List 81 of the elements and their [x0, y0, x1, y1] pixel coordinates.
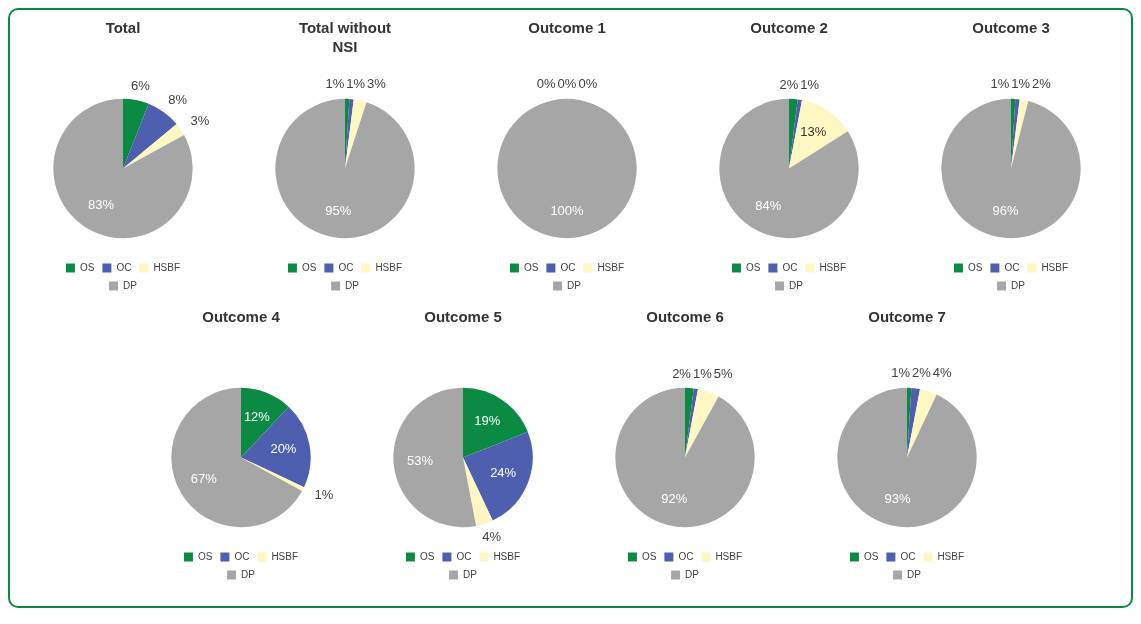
legend-label: OC — [338, 261, 354, 273]
chart-title: Outcome 7 — [867, 307, 947, 327]
legend-label: HSBF — [715, 550, 743, 562]
chart-title: Outcome 5 — [423, 307, 503, 327]
text: 0% — [557, 76, 577, 92]
chart-title: Outcome 3 — [971, 18, 1051, 38]
text: 0% — [536, 76, 556, 92]
data-label: 93% — [884, 491, 912, 507]
legend-label: OC — [234, 550, 250, 562]
data-label: 2% — [779, 76, 799, 92]
chart-title: Outcome 6 — [645, 307, 725, 327]
data-label: 53% — [406, 453, 434, 469]
legend-label: DP — [241, 568, 256, 580]
data-label: 1% — [314, 487, 334, 503]
legend-label: DP — [907, 568, 922, 580]
legend-label: DP — [685, 568, 700, 580]
legend-label: OC — [782, 261, 798, 273]
data-label: 83% — [88, 197, 115, 213]
data-label: 84% — [755, 197, 782, 213]
legend-label: HSBF — [375, 261, 403, 273]
data-label: 12% — [243, 408, 271, 424]
data-label: 1% — [800, 76, 820, 92]
legend-label: HSBF — [493, 550, 521, 562]
chart-title: Outcome 2 — [749, 18, 829, 38]
legend-label: HSBF — [1041, 261, 1069, 273]
legend-label: DP — [1011, 279, 1026, 291]
legend-label: DP — [567, 279, 582, 291]
legend-label: OS — [79, 261, 95, 273]
legend-label: OS — [967, 261, 983, 273]
chart-title: Total — [104, 18, 142, 38]
legend-label: HSBF — [271, 550, 299, 562]
data-label: 95% — [325, 202, 352, 218]
legend-label: HSBF — [819, 261, 847, 273]
data-label: 1% — [346, 76, 366, 92]
legend-label: DP — [123, 279, 138, 291]
legend-label: DP — [789, 279, 804, 291]
chart-title: Outcome 4 — [201, 307, 281, 327]
data-label: 24% — [490, 464, 517, 480]
data-label: 67% — [190, 471, 218, 487]
data-label: 19% — [474, 413, 501, 429]
data-label: 96% — [992, 202, 1020, 218]
legend-label: OS — [641, 550, 657, 562]
data-label: 6% — [131, 77, 151, 93]
legend-label: OC — [560, 261, 576, 273]
legend-label: DP — [345, 279, 360, 291]
legend-label: OS — [419, 550, 435, 562]
legend-label: HSBF — [153, 261, 181, 273]
legend-label: OS — [745, 261, 761, 273]
legend-label: HSBF — [597, 261, 625, 273]
data-label: 1% — [891, 365, 911, 381]
legend-label: OC — [900, 550, 916, 562]
data-label: 2% — [1032, 76, 1052, 92]
legend-label: OC — [116, 261, 132, 273]
legend-label: OS — [863, 550, 879, 562]
legend-label: OS — [523, 261, 539, 273]
data-label: 8% — [168, 92, 188, 108]
legend-label: OC — [678, 550, 694, 562]
legend-label: OS — [301, 261, 317, 273]
legend-label: OC — [456, 550, 472, 562]
data-label: 1% — [692, 365, 713, 381]
legend-label: OS — [197, 550, 213, 562]
data-label: 4% — [932, 365, 953, 381]
data-label: 1% — [990, 76, 1010, 92]
data-label: 20% — [270, 440, 297, 456]
data-label: 1% — [325, 76, 345, 92]
chart-title: Total without NSI — [297, 18, 393, 57]
data-label: 3% — [190, 113, 210, 129]
data-label: 2% — [912, 365, 932, 381]
data-label: 92% — [661, 490, 688, 506]
data-label: 4% — [482, 528, 502, 544]
data-label: 3% — [367, 76, 387, 92]
text: 0% — [578, 76, 598, 92]
legend-label: OC — [1004, 261, 1020, 273]
data-label: 13% — [800, 124, 827, 140]
data-label: 2% — [672, 365, 692, 381]
chart-title: Outcome 1 — [527, 18, 607, 38]
data-label: 1% — [1011, 76, 1031, 92]
data-label: 100% — [550, 203, 585, 219]
legend-label: DP — [463, 568, 478, 580]
data-label: 5% — [713, 365, 733, 381]
legend-label: HSBF — [937, 550, 965, 562]
